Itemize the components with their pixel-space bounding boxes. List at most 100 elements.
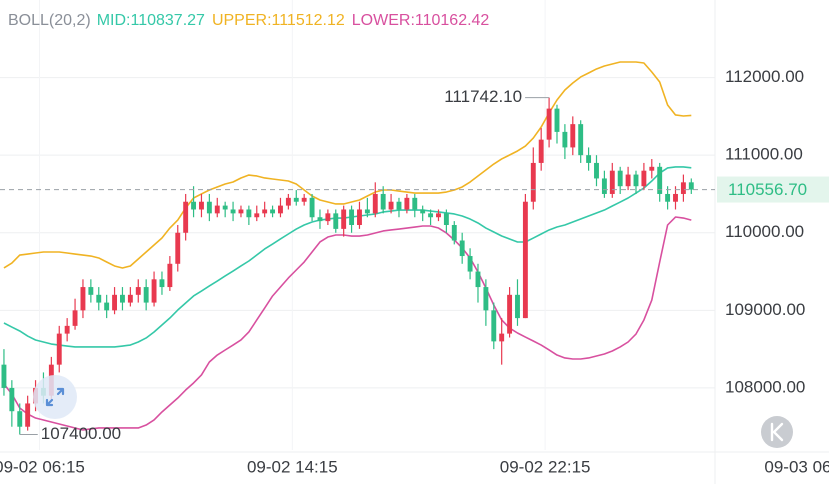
y-tick-label: 108000.00 (725, 377, 805, 396)
candle-body (317, 217, 323, 222)
candle-body (88, 287, 94, 295)
candle-body (499, 333, 505, 342)
candle-body (159, 279, 165, 288)
expand-button[interactable] (33, 375, 77, 419)
candle-body (404, 197, 410, 210)
candle-body (467, 256, 473, 272)
candle-body (380, 193, 386, 210)
candle-body (625, 174, 631, 187)
candle-body (530, 162, 536, 202)
candle-body (649, 166, 655, 171)
candle-body (546, 108, 552, 140)
x-tick-label: 09-02 06:15 (0, 457, 85, 476)
candle-body (349, 209, 355, 225)
x-tick-label: 09-02 22:15 (500, 457, 591, 476)
candle-body (688, 182, 694, 190)
candle-body (673, 193, 678, 202)
indicator-name: BOLL(20,2) (8, 12, 91, 29)
candle-body (412, 197, 418, 210)
candle-body (396, 201, 402, 210)
candle-body (420, 209, 426, 214)
candle-body (325, 213, 331, 222)
candle-body (491, 310, 497, 342)
candle-body (601, 178, 607, 194)
candle-body (64, 325, 70, 334)
legend-entry: MID:110837.27 (97, 12, 205, 29)
candle-body (214, 205, 220, 214)
candle-body (443, 213, 449, 225)
candle-body (270, 209, 276, 214)
plot-area (0, 61, 715, 435)
candle-body (665, 193, 671, 202)
candle-body (341, 209, 347, 229)
candle-body (80, 287, 86, 311)
candle-body (633, 174, 639, 187)
candle-body (17, 411, 23, 427)
candle-body (96, 294, 102, 303)
candle-body (570, 124, 576, 148)
kline-button[interactable] (761, 416, 793, 448)
candle-body (9, 387, 15, 412)
candle-body (586, 155, 592, 163)
min-label: 107400.00 (41, 424, 121, 443)
x-tick-label: 09-03 06 (764, 457, 829, 476)
candle-body (112, 294, 118, 311)
candle-body (183, 201, 189, 233)
candle-body (609, 170, 615, 194)
legend-entry: UPPER:111512.12 (212, 12, 345, 29)
candle-body (372, 193, 378, 214)
candle-body (436, 213, 441, 218)
candle-body (120, 294, 125, 303)
candle-body (554, 108, 560, 132)
candle-body (594, 162, 599, 179)
x-tick-label: 09-02 14:15 (247, 457, 338, 476)
candle-body (538, 139, 544, 163)
candle-body (293, 197, 299, 202)
legend-entry: LOWER:110162.42 (352, 12, 490, 29)
candle-body (680, 182, 686, 194)
candle-body (167, 263, 173, 288)
candle-body (222, 205, 228, 210)
candle-body (278, 205, 283, 214)
candle-body (357, 209, 362, 225)
last-price-tag (717, 176, 829, 203)
last-price-label: 110556.70 (728, 180, 807, 199)
candle-body (309, 197, 315, 218)
candle-body (301, 197, 307, 202)
candle-body (459, 240, 465, 257)
band-line (3, 216, 692, 431)
candle-body (515, 294, 520, 319)
candle-body (428, 213, 434, 218)
candle-body (451, 225, 457, 241)
label-layer: BOLL(20,2) MID:110837.27 UPPER:111512.12 LO… (0, 12, 829, 476)
candle-body (1, 364, 7, 388)
candle-body (657, 166, 663, 194)
candle-body (135, 287, 141, 295)
candle-body (151, 279, 157, 303)
candle-body (483, 287, 489, 311)
candle-body (617, 170, 623, 187)
candle-body (25, 403, 31, 427)
candle-body (364, 209, 370, 214)
candle-body (507, 294, 513, 334)
candle-body (522, 201, 528, 319)
candle-body (175, 232, 181, 264)
candle-body (388, 201, 394, 210)
candle-body (56, 333, 62, 365)
candle-body (254, 213, 260, 218)
candle-body (199, 201, 204, 210)
candle-body (104, 302, 110, 311)
candle-body (238, 209, 244, 214)
candle-body (333, 213, 339, 229)
candle-body (562, 131, 568, 148)
y-tick-label: 111000.00 (725, 145, 803, 164)
candle-body (262, 209, 268, 214)
y-tick-label: 112000.00 (725, 67, 804, 86)
max-label: 111742.10 (444, 87, 522, 106)
candle-body (206, 201, 212, 214)
y-tick-label: 110000.00 (725, 222, 804, 241)
y-tick-label: 109000.00 (725, 300, 805, 319)
